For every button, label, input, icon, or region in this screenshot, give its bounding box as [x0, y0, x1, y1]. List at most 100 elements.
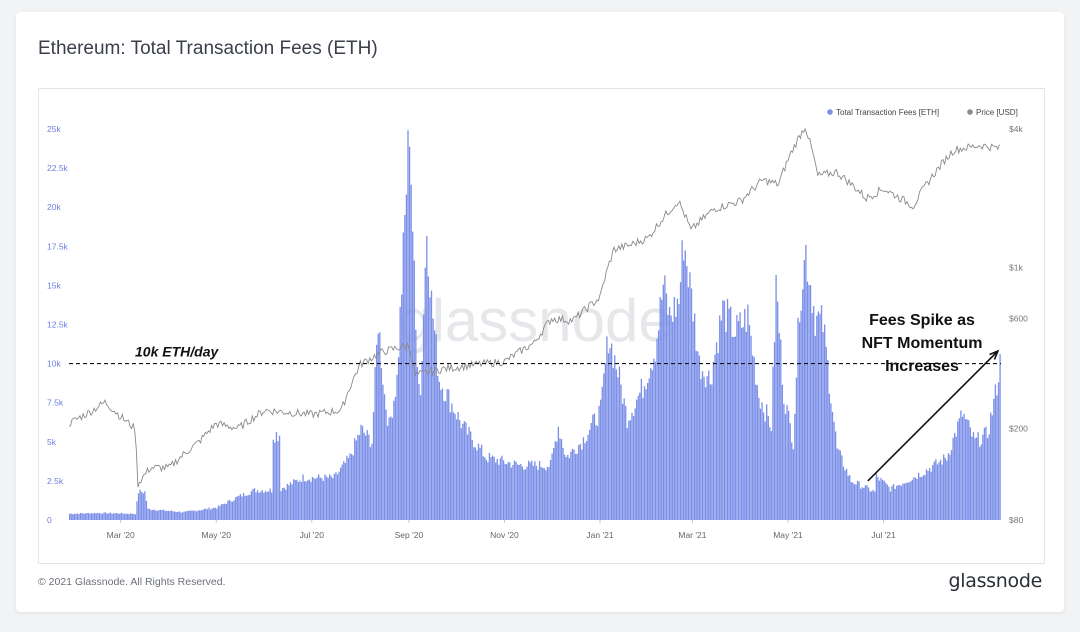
fee-bar: [761, 402, 763, 520]
fee-bar: [592, 414, 594, 520]
fee-bar: [357, 434, 359, 520]
fee-bar: [161, 509, 163, 520]
fee-bar: [971, 436, 973, 520]
fee-bar: [401, 294, 403, 520]
fee-bar: [581, 449, 583, 520]
fee-bar: [446, 389, 448, 520]
fee-bar: [708, 370, 710, 520]
fee-bar: [399, 306, 401, 520]
fee-bar: [824, 324, 826, 520]
fee-bar: [954, 432, 956, 520]
fee-bar: [640, 378, 643, 520]
fee-bar: [495, 462, 497, 520]
fee-bar: [484, 457, 486, 520]
fee-bar: [861, 487, 863, 520]
fee-bar: [343, 461, 345, 520]
fee-bar: [867, 487, 870, 520]
fee-bar: [361, 426, 364, 520]
fee-bar: [524, 469, 527, 520]
fee-bar: [499, 458, 502, 520]
fee-bar: [81, 513, 83, 520]
fee-bar: [936, 464, 939, 520]
fee-bar: [631, 412, 633, 520]
fee-bar: [883, 480, 885, 520]
fee-bar: [95, 513, 97, 520]
fee-bar: [336, 474, 339, 520]
fee-bar: [84, 513, 86, 520]
legend-label-price: Price [USD]: [976, 108, 1018, 117]
fee-bar: [260, 491, 262, 520]
fee-bar: [352, 455, 354, 520]
fee-bar: [615, 369, 617, 520]
fee-bar: [271, 492, 273, 520]
fee-bar: [672, 321, 674, 520]
fee-bar: [90, 513, 93, 520]
fee-bar: [734, 336, 737, 520]
fee-bar: [885, 482, 887, 520]
fee-bar: [296, 479, 298, 520]
fee-bar: [667, 314, 669, 520]
fee-bar: [595, 425, 597, 520]
fee-bar: [964, 419, 967, 520]
fee-bar: [369, 447, 372, 520]
fee-bar: [117, 513, 119, 520]
fee-bar: [222, 504, 224, 520]
fee-bar: [543, 468, 545, 520]
fee-bar: [598, 405, 600, 520]
x-tick-label: May '20: [201, 530, 231, 540]
fee-bar: [308, 479, 310, 520]
fee-bar: [145, 500, 148, 520]
fee-bar: [549, 460, 552, 520]
fee-bar: [79, 512, 82, 520]
fee-bar: [578, 445, 580, 520]
fee-bar: [272, 439, 274, 520]
fee-bar: [853, 484, 856, 520]
fee-bar: [236, 496, 238, 520]
fee-bar: [242, 492, 245, 520]
fee-bar: [590, 422, 592, 520]
fee-bar: [170, 510, 173, 520]
fee-bar: [224, 503, 226, 520]
fee-bar: [808, 285, 810, 520]
fee-bar: [419, 395, 422, 520]
fee-bar: [991, 415, 993, 520]
fee-bar: [75, 513, 77, 520]
fee-bar: [252, 488, 254, 520]
x-tick-label: Jan '21: [586, 530, 613, 540]
fee-bar: [202, 509, 204, 520]
fee-bar: [717, 353, 719, 520]
fee-bar: [424, 267, 426, 520]
fee-bar: [396, 374, 398, 520]
fee-bar: [849, 474, 851, 520]
fee-bar: [919, 476, 921, 520]
fee-bar: [892, 483, 895, 520]
fee-bar: [322, 480, 325, 520]
fee-bar: [480, 444, 483, 520]
fee-bar: [529, 462, 531, 520]
fee-bar: [719, 315, 721, 520]
fee-bar: [423, 314, 425, 520]
fee-bar: [208, 507, 210, 520]
fee-bar: [872, 489, 874, 520]
fee-bar: [186, 510, 188, 520]
y-left-tick-label: 10k: [47, 359, 61, 369]
fee-bar: [427, 276, 430, 520]
fee-bar: [988, 434, 990, 520]
fee-bar: [651, 370, 654, 520]
fee-bar: [305, 481, 307, 520]
fee-bar: [607, 353, 610, 520]
fee-bar: [269, 488, 271, 520]
fee-bar: [950, 449, 953, 520]
fee-bar: [739, 312, 741, 520]
fee-bar: [905, 482, 907, 520]
fee-bar: [316, 477, 318, 520]
fee-bar: [300, 482, 303, 520]
fee-bar: [712, 361, 715, 520]
price-line: [68, 127, 1000, 488]
fee-bar: [213, 507, 215, 520]
y-left-tick-label: 20k: [47, 202, 61, 212]
fee-bar: [112, 513, 115, 520]
fee-bar: [955, 436, 957, 520]
fee-bar: [957, 421, 959, 520]
fee-bar: [405, 194, 408, 520]
